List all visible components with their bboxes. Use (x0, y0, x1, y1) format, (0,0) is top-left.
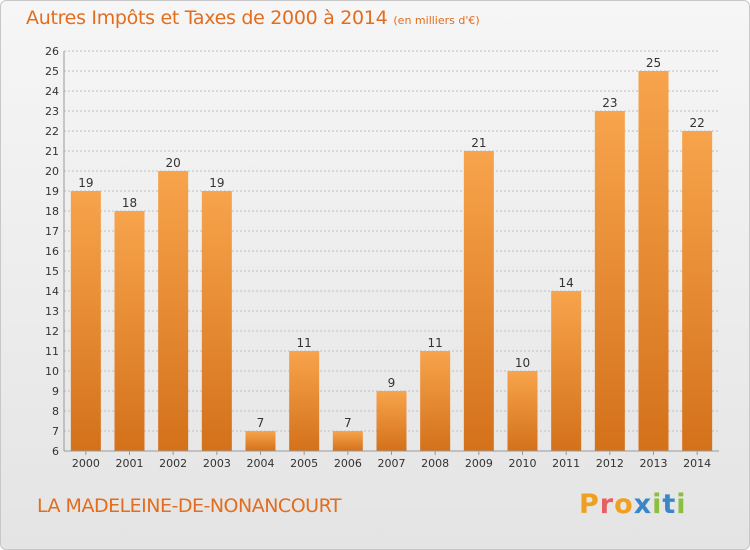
y-tick-label: 17 (45, 225, 59, 238)
x-tick-label: 2010 (509, 457, 537, 470)
y-tick-label: 7 (52, 425, 59, 438)
logo-letter: r (599, 489, 615, 520)
x-tick-label: 2012 (596, 457, 624, 470)
y-tick-label: 22 (45, 125, 59, 138)
bar-value-label: 19 (209, 176, 224, 190)
x-tick-label: 2006 (334, 457, 362, 470)
bar-value-label: 9 (388, 376, 396, 390)
x-tick-label: 2003 (203, 457, 231, 470)
data-labels: 19 18 20 19 7 11 7 9 11 21 10 14 23 25 22 (78, 56, 705, 430)
logo-letter: P (579, 489, 600, 520)
y-tick-label: 20 (45, 165, 59, 178)
bar-value-label: 11 (297, 336, 312, 350)
bar (638, 71, 669, 451)
y-tick-label: 16 (45, 245, 59, 258)
bar-value-label: 10 (515, 356, 530, 370)
logo-letter: x (633, 489, 653, 520)
bar (70, 191, 101, 451)
y-tick-label: 10 (45, 365, 59, 378)
bar-value-label: 25 (646, 56, 661, 70)
x-tick-label: 2000 (72, 457, 100, 470)
x-tick-label: 2007 (378, 457, 406, 470)
bar (594, 111, 625, 451)
y-tick-label: 25 (45, 65, 59, 78)
y-tick-label: 6 (52, 445, 59, 458)
bar-value-label: 14 (559, 276, 574, 290)
bar (245, 431, 276, 451)
bar (507, 371, 538, 451)
x-tick-label: 2005 (290, 457, 318, 470)
bar-value-label: 21 (471, 136, 486, 150)
logo-letter: i (676, 489, 687, 520)
y-tick-label: 11 (45, 345, 59, 358)
bar (114, 211, 145, 451)
bars (70, 71, 713, 451)
x-tick-label: 2004 (247, 457, 275, 470)
chart-title: Autres Impôts et Taxes de 2000 à 2014 (26, 7, 388, 29)
y-tick-label: 24 (45, 85, 59, 98)
y-tick-label: 19 (45, 185, 59, 198)
bar-chart: 6 7 8 9 10 11 12 13 14 15 16 17 18 19 20 21 22 23 24 25 26 20… (45, 45, 719, 470)
x-tick-label: 2002 (159, 457, 187, 470)
bar-value-label: 19 (78, 176, 93, 190)
logo-letter: t (662, 489, 677, 520)
bar (289, 351, 320, 451)
chart-subtitle: (en milliers d'€) (393, 14, 480, 27)
y-tick-label: 14 (45, 285, 59, 298)
proxiti-logo: Proxiti (579, 489, 687, 520)
bar-value-label: 7 (257, 416, 265, 430)
bar (201, 191, 232, 451)
bar (463, 151, 494, 451)
chart-title-row: Autres Impôts et Taxes de 2000 à 2014 (en… (26, 7, 480, 29)
x-tick-label: 2014 (683, 457, 711, 470)
bar (158, 171, 189, 451)
bar (332, 431, 363, 451)
y-tick-label: 9 (52, 385, 59, 398)
x-tick-label: 2011 (552, 457, 580, 470)
bar-value-label: 20 (166, 156, 181, 170)
y-tick-label: 18 (45, 205, 59, 218)
city-name: LA MADELEINE-DE-NONANCOURT (37, 495, 342, 517)
bar (376, 391, 407, 451)
y-tick-label: 8 (52, 405, 59, 418)
bar-value-label: 23 (602, 96, 617, 110)
bar (682, 131, 713, 451)
y-tick-label: 12 (45, 325, 59, 338)
x-tick-label: 2013 (640, 457, 668, 470)
y-tick-label: 21 (45, 145, 59, 158)
logo-letter: i (652, 489, 663, 520)
bar-value-label: 22 (690, 116, 705, 130)
bar-value-label: 11 (428, 336, 443, 350)
axes: 6 7 8 9 10 11 12 13 14 15 16 17 18 19 20 21 22 23 24 25 26 20… (45, 45, 719, 470)
bar (420, 351, 451, 451)
y-tick-label: 23 (45, 105, 59, 118)
y-tick-label: 26 (45, 45, 59, 58)
x-tick-label: 2008 (421, 457, 449, 470)
bar-value-label: 18 (122, 196, 137, 210)
x-tick-label: 2009 (465, 457, 493, 470)
bar (551, 291, 582, 451)
bar-value-label: 7 (344, 416, 352, 430)
x-tick-label: 2001 (116, 457, 144, 470)
logo-letter: o (614, 489, 634, 520)
y-tick-label: 13 (45, 305, 59, 318)
y-tick-label: 15 (45, 265, 59, 278)
